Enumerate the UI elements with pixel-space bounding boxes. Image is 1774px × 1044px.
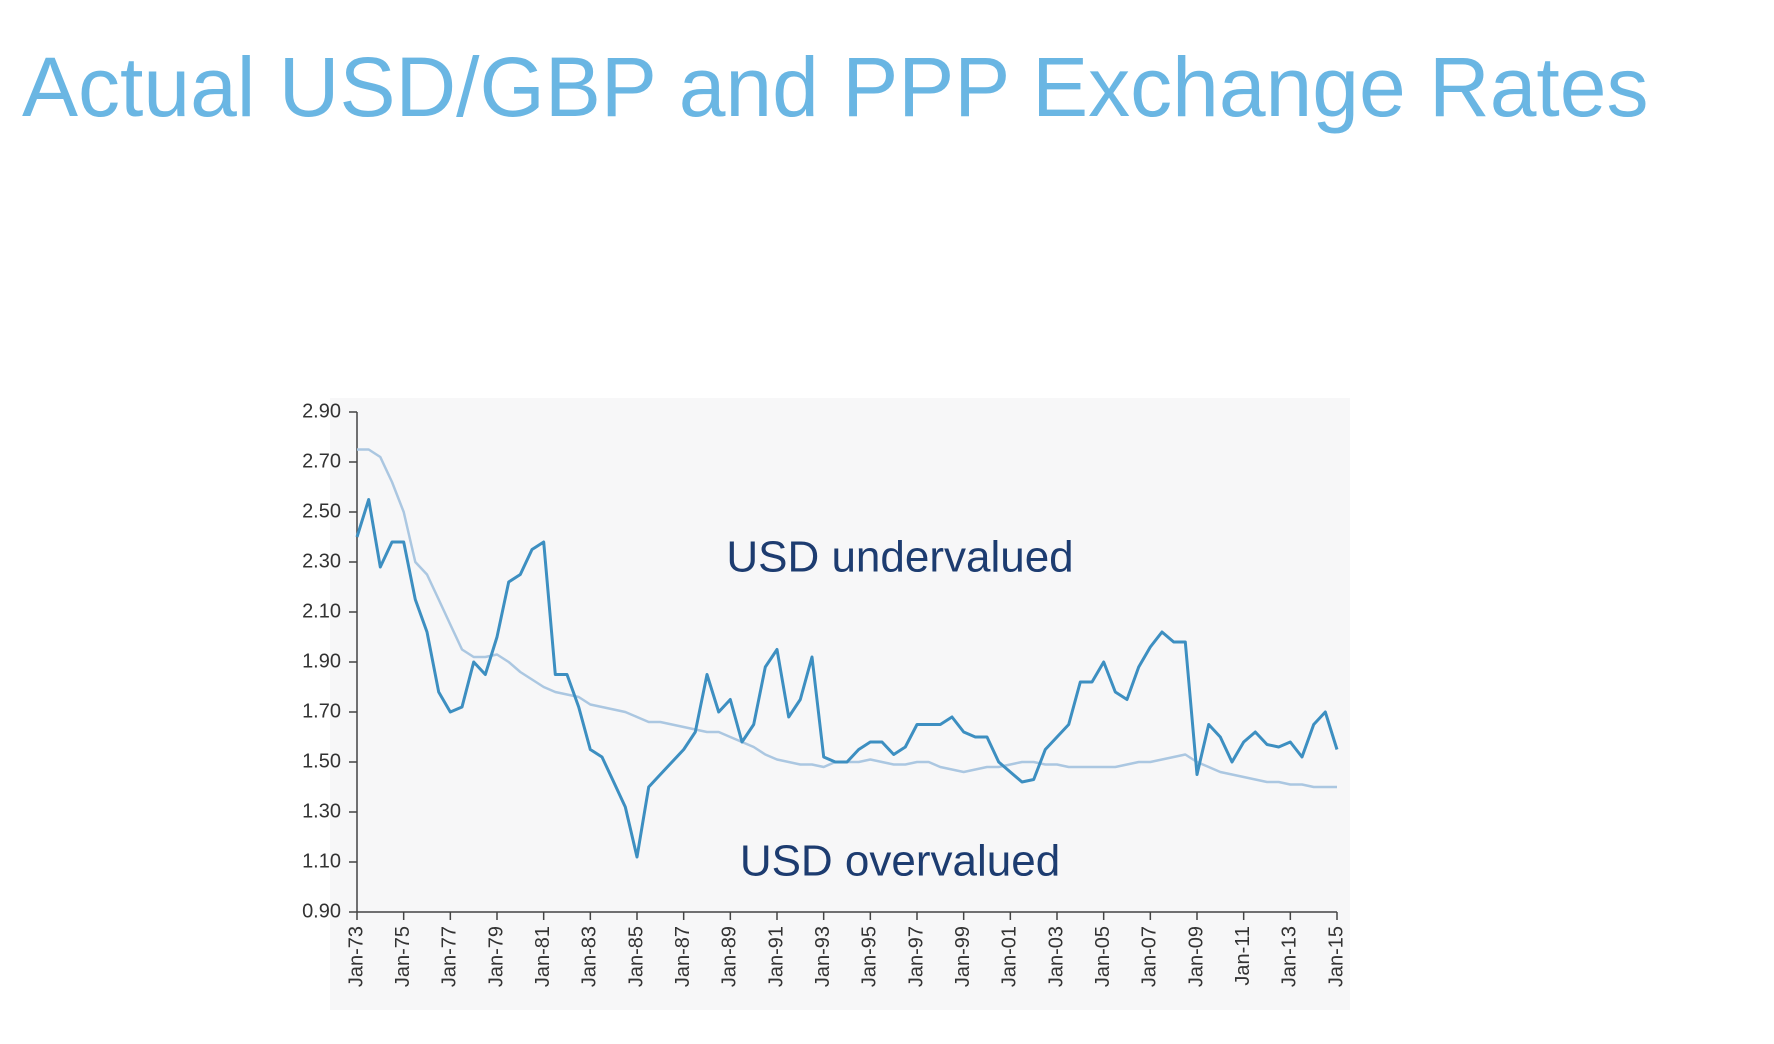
x-tick-label: Jan-97 — [905, 926, 927, 987]
x-tick-label: Jan-11 — [1232, 926, 1254, 986]
x-tick-label: Jan-03 — [1045, 926, 1067, 987]
x-tick-label: Jan-05 — [1092, 926, 1114, 987]
y-tick-label: 0.90 — [302, 900, 341, 922]
y-tick-label: 1.50 — [302, 750, 341, 772]
x-tick-label: Jan-13 — [1279, 926, 1301, 987]
x-tick-label: Jan-77 — [439, 926, 461, 987]
x-tick-label: Jan-09 — [1185, 926, 1207, 987]
annotation: USD undervalued — [726, 533, 1073, 582]
plot-background — [330, 398, 1350, 1010]
series-line — [355, 498, 1339, 859]
y-tick-label: 1.10 — [302, 850, 341, 872]
chart-title: Actual USD/GBP and PPP Exchange Rates — [22, 40, 1648, 134]
x-tick-label: Jan-07 — [1139, 926, 1161, 987]
y-tick-label: 2.70 — [302, 450, 341, 472]
x-tick-label: Jan-73 — [345, 926, 367, 987]
x-tick-label: Jan-87 — [672, 926, 694, 987]
x-tick-label: Jan-83 — [579, 926, 601, 987]
y-tick-label: 2.30 — [302, 550, 341, 572]
x-tick-label: Jan-89 — [719, 926, 741, 987]
y-tick-label: 1.90 — [302, 650, 341, 672]
x-tick-label: Jan-81 — [532, 926, 554, 987]
x-tick-label: Jan-15 — [1325, 926, 1347, 987]
x-tick-label: Jan-93 — [812, 926, 834, 987]
y-tick-label: 1.30 — [302, 800, 341, 822]
x-tick-label: Jan-95 — [859, 926, 881, 987]
x-tick-label: Jan-91 — [765, 926, 787, 987]
annotation: USD overvalued — [740, 837, 1060, 886]
y-tick-label: 2.50 — [302, 500, 341, 522]
y-tick-label: 1.70 — [302, 700, 341, 722]
y-tick-label: 2.10 — [302, 600, 341, 622]
x-tick-label: Jan-99 — [952, 926, 974, 987]
y-tick-label: 2.90 — [302, 400, 341, 422]
x-tick-label: Jan-01 — [999, 926, 1021, 987]
x-tick-label: Jan-75 — [392, 926, 414, 987]
x-tick-label: Jan-79 — [485, 926, 507, 987]
x-tick-label: Jan-85 — [625, 926, 647, 987]
